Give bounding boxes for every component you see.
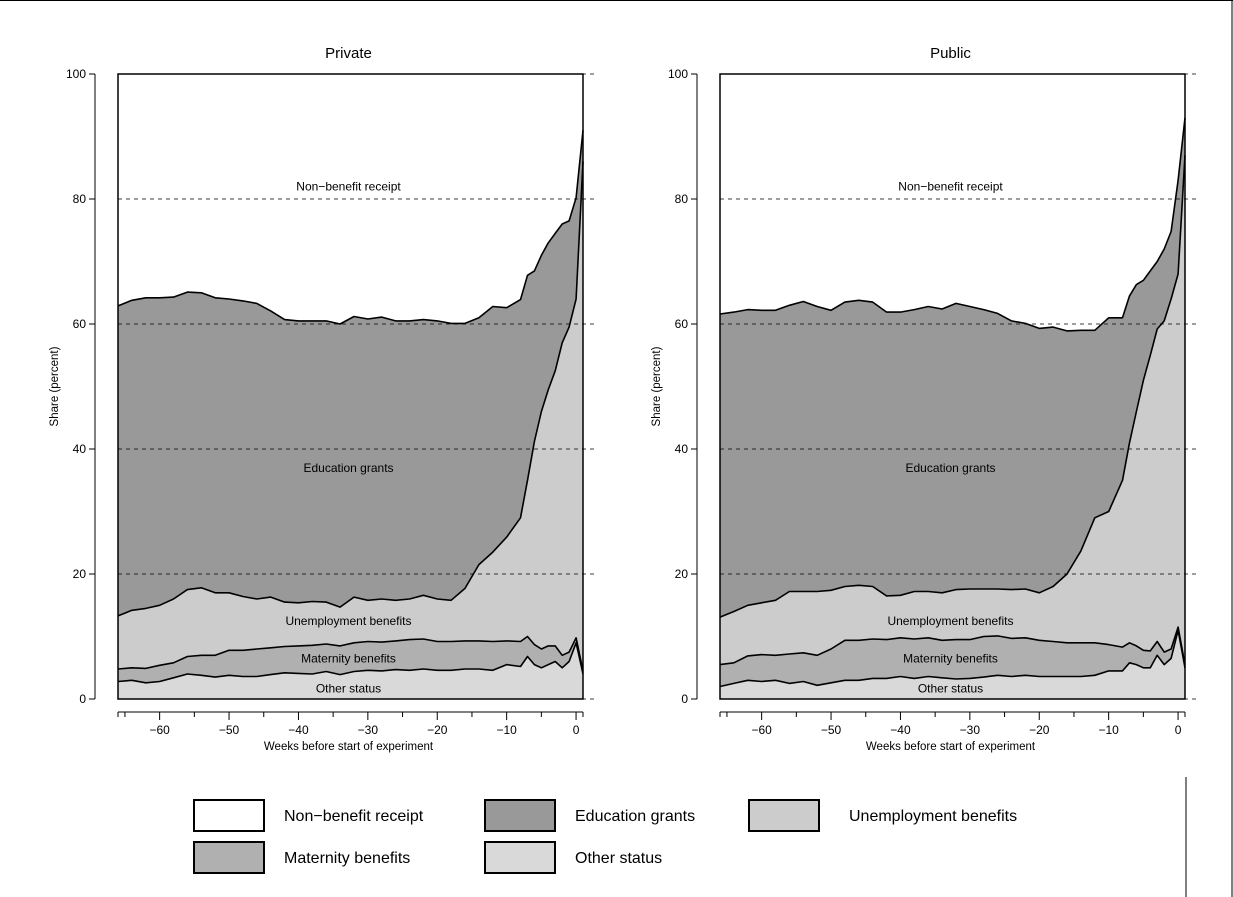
legend-swatch [748,799,820,832]
area-label-maternity-benefits: Maternity benefits [903,651,998,665]
area-unemployment-benefits [118,161,583,671]
boundary-other-status [719,629,1186,688]
area-label-non-benefit-receipt: Non−benefit receipt [296,180,401,194]
legend-swatch [193,799,265,832]
x-tick-label--30: −30 [960,723,981,737]
boundary-unemployment-benefits [117,161,584,617]
legend-swatch [484,841,556,874]
area-label-education-grants: Education grants [303,461,393,475]
legend-item-non-benefit-receipt: Non−benefit receipt [193,799,424,832]
area-label-maternity-benefits: Maternity benefits [301,651,396,665]
area-education-grants [720,117,1185,618]
boundary-maternity-benefits [719,626,1186,666]
y-tick-label-0: 0 [681,692,688,706]
area-label-non-benefit-receipt: Non−benefit receipt [898,180,1003,194]
y-tick-label-60: 60 [675,317,689,331]
x-tick-label--10: −10 [496,723,517,737]
panel-private: 0 20 40 60 80 100 Share (percent) −60 −50 −40 −30 −… [49,45,597,753]
legend-label: Unemployment benefits [849,808,1017,825]
y-tick-label-100: 100 [668,67,688,81]
boundary-education-grants [719,117,1186,332]
legend-item-maternity-benefits: Maternity benefits [193,841,410,874]
y-axis-title: Share (percent) [651,346,663,426]
y-tick-label-20: 20 [73,567,87,581]
x-tick-label--10: −10 [1098,723,1119,737]
boundary-other-status [117,642,584,684]
plot-frame [117,73,584,700]
x-tick-label--60: −60 [149,723,170,737]
y-tick-label-0: 0 [79,692,86,706]
area-label-education-grants: Education grants [905,461,995,475]
legend-label: Education grants [575,808,695,825]
x-tick-label--20: −20 [1029,723,1050,737]
y-tick-label-20: 20 [675,567,689,581]
y-tick-label-100: 100 [66,67,86,81]
legend-item-education-grants: Education grants [484,799,695,832]
y-tick-label-60: 60 [73,317,87,331]
y-tick-label-80: 80 [675,192,689,206]
area-maternity-benefits [118,636,583,683]
y-tick-label-80: 80 [73,192,87,206]
legend-label: Maternity benefits [284,850,410,867]
area-education-grants [118,130,583,616]
x-tick-label--40: −40 [288,723,309,737]
area-other-status [720,630,1185,699]
panel-public: 0 20 40 60 80 100 Share (percent) −60 −50 −40 −30 −… [651,45,1199,753]
y-tick-label-40: 40 [675,442,689,456]
plot-frame [719,73,1186,700]
x-tick-label--40: −40 [890,723,911,737]
x-tick-label--60: −60 [751,723,772,737]
panels: 0 20 40 60 80 100 Share (percent) −60 −50 −40 −30 −… [49,45,1199,753]
area-maternity-benefits [720,627,1185,687]
area-label-other-status: Other status [918,681,983,695]
legend-swatch [193,841,265,874]
legend: Non−benefit receipt Education grants Unemp… [193,799,1017,874]
legend-item-other-status: Other status [484,841,662,874]
x-axis-title: Weeks before start of experiment [866,741,1036,753]
x-tick-label-0: 0 [573,723,580,737]
x-tick-label--30: −30 [358,723,379,737]
boundary-maternity-benefits [117,635,584,672]
panel-title: Public [930,45,971,62]
x-tick-label-0: 0 [1175,723,1182,737]
area-label-unemployment-benefits: Unemployment benefits [285,614,411,628]
y-tick-label-40: 40 [73,442,87,456]
legend-label: Other status [575,850,662,867]
y-axis-title: Share (percent) [49,346,61,426]
x-tick-label--50: −50 [219,723,240,737]
x-tick-label--20: −20 [427,723,448,737]
area-label-other-status: Other status [316,681,381,695]
x-axis-title: Weeks before start of experiment [264,741,434,753]
legend-label: Non−benefit receipt [284,808,424,825]
area-label-unemployment-benefits: Unemployment benefits [887,614,1013,628]
area-other-status [118,642,583,699]
boundary-unemployment-benefits [719,155,1186,618]
area-unemployment-benefits [720,155,1185,665]
boundary-education-grants [117,130,584,325]
x-tick-label--50: −50 [821,723,842,737]
legend-swatch [484,799,556,832]
legend-item-unemployment-benefits: Unemployment benefits [748,799,1017,832]
area-non-benefit-receipt [720,74,1185,331]
panel-title: Private [325,45,372,62]
